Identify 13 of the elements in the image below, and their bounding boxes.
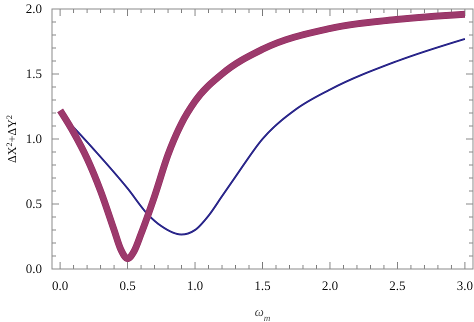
x-tick-label: 2.5: [389, 278, 406, 294]
y-tick-label: 2.0: [26, 1, 42, 16]
y-tick-label: 1.5: [26, 66, 42, 82]
x-axis-title: ω$_{m}$: [254, 304, 271, 322]
x-tick-label: 3.0: [456, 278, 474, 294]
x-tick-label: 1.0: [186, 278, 204, 294]
y-tick-label: 0.5: [26, 196, 42, 212]
y-tick-label: 1.0: [26, 131, 42, 146]
x-tick-label: 1.5: [254, 278, 271, 294]
x-tick-label: 0.0: [52, 278, 68, 294]
y-tick-label: 0.0: [26, 261, 42, 276]
x-tick-label: 0.5: [119, 278, 136, 294]
x-tick-label: 2.0: [322, 278, 338, 294]
